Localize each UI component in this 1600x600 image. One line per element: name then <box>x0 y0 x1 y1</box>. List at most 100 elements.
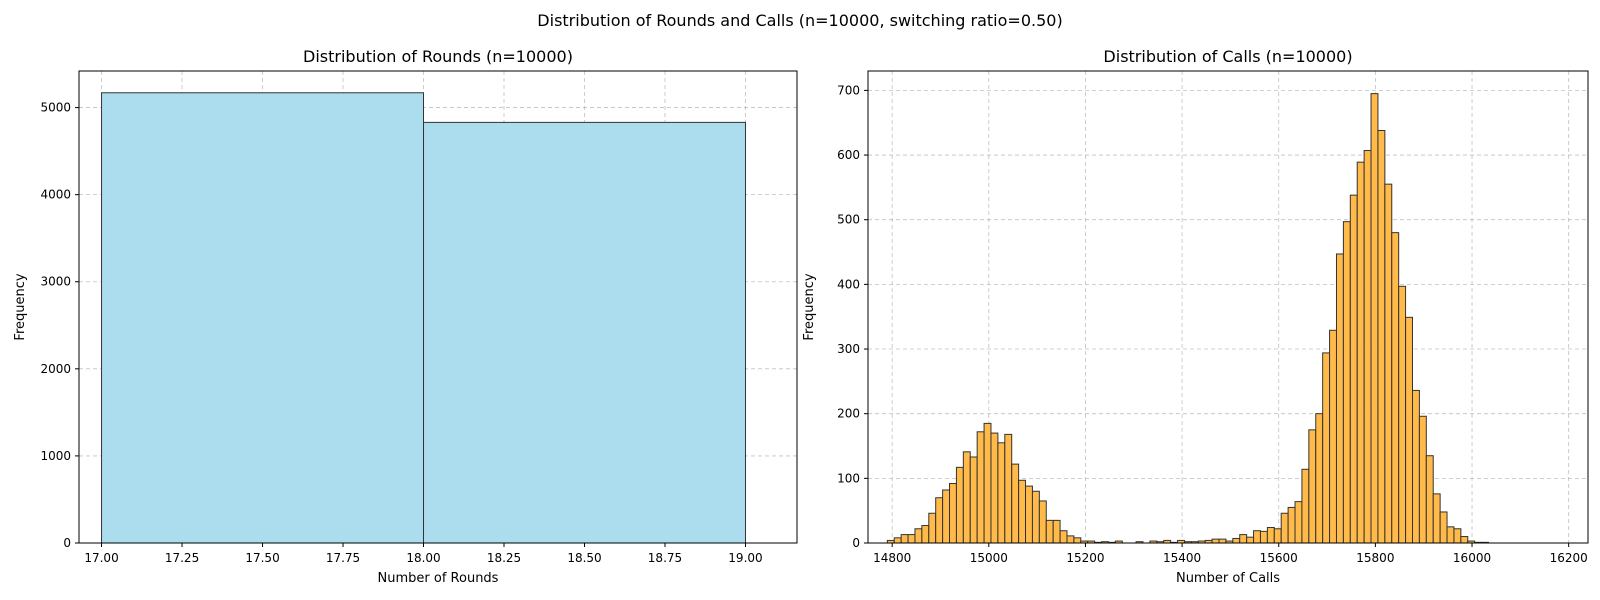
y-tick-label: 5000 <box>40 101 71 115</box>
histogram-bar <box>101 92 425 544</box>
histogram-bar <box>1370 93 1379 544</box>
histogram-bar <box>1342 221 1351 544</box>
x-tick-label: 15600 <box>1260 551 1298 565</box>
histogram-bar <box>1287 506 1296 544</box>
histogram-bar <box>1273 528 1282 544</box>
plot-frame <box>867 70 1589 544</box>
x-tick-label: 15400 <box>1163 551 1201 565</box>
x-tick-label: 17.75 <box>326 551 360 565</box>
x-tick-label: 15200 <box>1066 551 1104 565</box>
histogram-bar <box>1266 526 1275 544</box>
y-tick-label: 400 <box>837 277 860 291</box>
axes-title: Distribution of Calls (n=10000) <box>1103 47 1352 66</box>
histogram-bar <box>1405 316 1413 544</box>
histogram-bar <box>1004 433 1013 544</box>
histogram-bar <box>935 497 944 544</box>
calls-histogram-panel: 14800 15000 15200 15400 15600 15800 16000 16200… <box>802 47 1589 586</box>
histogram-bar <box>1059 530 1068 544</box>
histogram-bar <box>1025 485 1033 544</box>
histogram-bar <box>1018 479 1027 544</box>
histogram-bar <box>1218 538 1227 544</box>
histogram-bar <box>1384 183 1393 544</box>
histogram-bar <box>1363 150 1372 544</box>
y-tick-label: 500 <box>837 213 860 227</box>
x-tick-label: 17.00 <box>84 551 118 565</box>
x-tick-label: 18.50 <box>567 551 601 565</box>
histogram-bar <box>1322 352 1331 544</box>
x-tick-label: 19.00 <box>728 551 762 565</box>
histogram-bar <box>914 528 923 544</box>
histogram-bar <box>1232 537 1241 544</box>
y-tick-label: 0 <box>852 536 860 550</box>
y-tick-label: 300 <box>837 342 860 356</box>
histogram-bar <box>942 489 951 544</box>
histogram-bar <box>1073 537 1082 544</box>
histogram-bar <box>1301 468 1310 544</box>
y-tick-label: 2000 <box>40 362 71 376</box>
figure-title: Distribution of Rounds and Calls (n=1000… <box>537 11 1062 30</box>
histogram-bar <box>1356 161 1365 544</box>
histogram-bar <box>1066 535 1075 544</box>
histogram-bar <box>1246 536 1255 544</box>
x-tick-label: 16200 <box>1550 551 1588 565</box>
histogram-bar <box>1045 519 1054 544</box>
x-axis-label: Number of Rounds <box>378 571 499 586</box>
axes-title: Distribution of Rounds (n=10000) <box>303 47 573 66</box>
histogram-bar <box>921 525 930 544</box>
histogram-bar <box>983 422 992 544</box>
histogram-bar <box>1418 415 1427 544</box>
plot-frame <box>78 70 798 544</box>
y-tick-label: 700 <box>837 83 860 97</box>
x-tick-label: 18.00 <box>406 551 440 565</box>
histogram-bar <box>1439 511 1448 544</box>
x-tick-label: 16000 <box>1453 551 1491 565</box>
x-tick-label: 18.75 <box>648 551 682 565</box>
histogram-bar <box>1259 530 1268 544</box>
histogram-bar <box>1329 329 1337 544</box>
histogram-bar <box>928 512 937 544</box>
histogram-bar <box>949 483 957 544</box>
x-axis-label: Number of Calls <box>1176 571 1280 586</box>
histogram-bar <box>1011 463 1020 544</box>
histogram-bar <box>955 466 964 544</box>
histogram-bar <box>962 451 971 544</box>
histogram-bar <box>1031 490 1040 544</box>
histogram-bar <box>900 534 909 544</box>
y-axis-label: Frequency <box>13 273 28 340</box>
x-tick-label: 17.25 <box>165 551 199 565</box>
histogram-bar <box>1377 129 1386 544</box>
histogram-bar <box>976 431 985 544</box>
y-tick-label: 100 <box>837 471 860 485</box>
y-axis-label: Frequency <box>802 273 817 340</box>
y-tick-label: 4000 <box>40 188 71 202</box>
histogram-bar <box>1308 429 1317 544</box>
x-tick-label: 14800 <box>873 551 911 565</box>
histogram-bar <box>1349 194 1358 544</box>
x-tick-label: 15000 <box>970 551 1008 565</box>
y-tick-label: 200 <box>837 407 860 421</box>
histogram-bar <box>893 537 902 544</box>
histogram-bar <box>1239 534 1248 544</box>
histogram-bar <box>1294 501 1303 544</box>
histogram-bar <box>1211 538 1220 544</box>
histogram-bar <box>1280 512 1289 544</box>
histogram-bar <box>1453 528 1462 544</box>
histogram-bar <box>907 534 916 544</box>
x-tick-label: 18.25 <box>487 551 521 565</box>
histogram-bar <box>997 442 1006 544</box>
y-tick-label: 3000 <box>40 275 71 289</box>
histogram-bar <box>423 121 746 544</box>
histogram-bar <box>1315 413 1324 544</box>
histogram-bar <box>1335 253 1344 544</box>
y-tick-label: 0 <box>63 536 71 550</box>
histogram-bar <box>1446 526 1455 544</box>
y-tick-label: 600 <box>837 148 860 162</box>
histogram-bar <box>1253 530 1261 544</box>
x-tick-label: 15800 <box>1356 551 1394 565</box>
histogram-bar <box>1425 455 1434 544</box>
histogram-bar <box>1411 389 1420 544</box>
histogram-bar <box>1460 536 1469 544</box>
histogram-bar <box>1038 500 1047 544</box>
histogram-bar <box>969 456 978 544</box>
